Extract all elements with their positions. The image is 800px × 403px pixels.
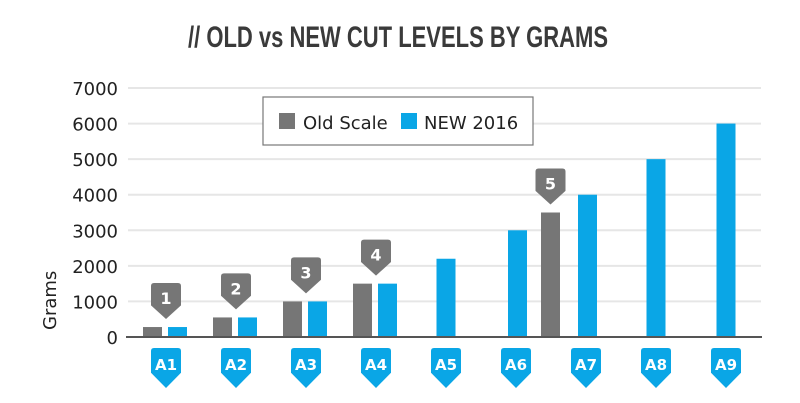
bar-new-2016-a6 xyxy=(508,230,527,337)
y-tick-label: 6000 xyxy=(72,115,118,136)
category-badge-a9 xyxy=(711,348,741,388)
bar-old-scale-2 xyxy=(213,317,232,337)
category-badge-a5 xyxy=(431,348,461,388)
x-tick-label: A2 xyxy=(225,356,247,374)
bar-old-scale-1 xyxy=(143,327,162,337)
x-tick-label: A5 xyxy=(435,356,457,374)
bar-new-2016-a7 xyxy=(578,194,597,337)
y-tick-label: 2000 xyxy=(72,257,118,278)
bar-new-2016-a2 xyxy=(238,317,257,337)
old-level-badge-3 xyxy=(291,257,321,294)
y-tick-label: 3000 xyxy=(72,221,118,242)
x-tick-label: A7 xyxy=(575,356,597,374)
old-level-badge-5 xyxy=(535,168,566,205)
old-level-label: 5 xyxy=(545,175,556,194)
y-tick-label: 4000 xyxy=(72,186,118,207)
old-level-label: 2 xyxy=(230,279,241,298)
category-badge-a4 xyxy=(361,348,391,388)
category-badge-a3 xyxy=(291,348,321,388)
chart-title: // OLD vs NEW CUT LEVELS BY GRAMS xyxy=(188,21,608,54)
bar-new-2016-a3 xyxy=(308,301,327,337)
old-level-badge-1 xyxy=(151,283,181,320)
y-tick-label: 0 xyxy=(107,328,118,349)
bars: 1 2 3 4 5 xyxy=(143,123,736,337)
x-axis-badges: A1 A2 A3 A4 A5 A6 A7 A8 A9 xyxy=(151,348,741,388)
x-tick-label: A9 xyxy=(715,356,737,374)
y-axis-label: Grams xyxy=(40,271,61,330)
old-level-badge-4 xyxy=(361,239,391,276)
category-badge-a2 xyxy=(221,348,251,388)
old-level-label: 3 xyxy=(300,263,311,282)
old-level-label: 4 xyxy=(370,246,381,265)
legend-swatch-new-2016 xyxy=(401,113,417,129)
y-tick-label: 5000 xyxy=(72,150,118,171)
legend: Old Scale NEW 2016 xyxy=(262,96,534,146)
old-level-label: 1 xyxy=(160,289,171,308)
old-level-badge-2 xyxy=(221,273,251,310)
bar-old-scale-4 xyxy=(353,283,372,337)
x-tick-label: A8 xyxy=(645,356,667,374)
x-tick-label: A6 xyxy=(505,356,527,374)
legend-box xyxy=(262,96,534,146)
legend-label-new-2016: NEW 2016 xyxy=(424,113,518,134)
x-tick-label: A4 xyxy=(365,356,387,374)
y-tick-label: 7000 xyxy=(72,79,118,100)
category-badge-a7 xyxy=(571,348,601,388)
bar-new-2016-a9 xyxy=(716,123,736,337)
y-tick-label: 1000 xyxy=(72,292,118,313)
x-tick-label: A1 xyxy=(155,356,177,374)
x-tick-label: A3 xyxy=(295,356,317,374)
bar-new-2016-a5 xyxy=(436,258,456,337)
category-badge-a8 xyxy=(641,348,671,388)
bar-new-2016-a1 xyxy=(168,327,187,337)
bar-old-scale-3 xyxy=(283,301,302,337)
legend-swatch-old-scale xyxy=(279,113,295,129)
category-badge-a1 xyxy=(151,348,181,388)
bar-new-2016-a8 xyxy=(646,159,666,337)
legend-label-old-scale: Old Scale xyxy=(303,113,388,134)
bar-old-scale-5 xyxy=(541,212,560,337)
category-badge-a6 xyxy=(501,348,531,388)
bar-new-2016-a4 xyxy=(378,283,397,337)
y-axis-ticks: 0 1000 2000 3000 4000 5000 6000 7000 xyxy=(72,79,118,349)
